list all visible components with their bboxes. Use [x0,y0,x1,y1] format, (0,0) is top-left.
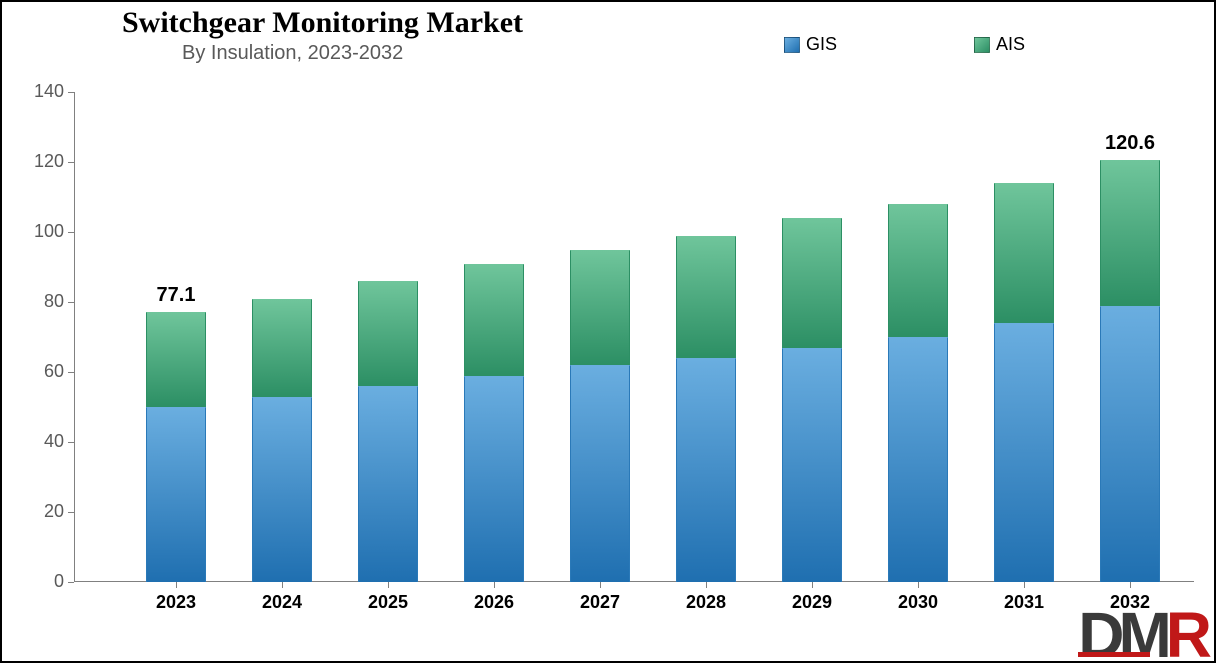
logo-underline [1078,652,1150,657]
x-tick [706,582,707,588]
y-tick [68,232,74,233]
y-tick [68,582,74,583]
y-tick [68,372,74,373]
bar-segment-gis [676,358,736,582]
bar-segment-ais [1100,160,1160,306]
chart-subtitle: By Insulation, 2023-2032 [182,42,403,65]
bar-segment-gis [888,337,948,582]
legend-gis: GIS [784,34,837,55]
bar-group [252,92,312,582]
chart-frame: Switchgear Monitoring Market By Insulati… [0,0,1216,663]
legend-swatch-ais [974,37,990,53]
y-tick-label: 140 [18,81,64,102]
x-axis-label: 2025 [358,592,418,613]
x-tick [918,582,919,588]
bar-segment-ais [146,312,206,407]
bar-group [358,92,418,582]
bar-segment-ais [252,299,312,397]
legend-swatch-gis [784,37,800,53]
y-tick-label: 0 [18,571,64,592]
bar-segment-ais [782,218,842,348]
y-tick [68,442,74,443]
x-tick [1130,582,1131,588]
x-axis-label: 2031 [994,592,1054,613]
bar-group [994,92,1054,582]
bar-group [146,92,206,582]
legend-ais: AIS [974,34,1025,55]
y-tick-label: 60 [18,361,64,382]
bar-data-label: 77.1 [136,284,216,307]
bar-group [1100,92,1160,582]
x-axis-label: 2024 [252,592,312,613]
x-axis-label: 2023 [146,592,206,613]
y-tick [68,512,74,513]
x-axis-label: 2027 [570,592,630,613]
y-tick [68,302,74,303]
y-tick-label: 80 [18,291,64,312]
bar-segment-ais [676,236,736,359]
bar-segment-ais [464,264,524,376]
y-tick-label: 120 [18,151,64,172]
x-tick [176,582,177,588]
bar-segment-ais [358,281,418,386]
logo-letter-r: R [1166,599,1206,663]
bar-segment-gis [358,386,418,582]
bar-segment-gis [464,376,524,583]
x-tick [494,582,495,588]
bar-segment-gis [146,407,206,582]
y-tick-label: 20 [18,501,64,522]
bar-group [782,92,842,582]
x-tick [812,582,813,588]
x-axis-label: 2028 [676,592,736,613]
bar-group [888,92,948,582]
bar-segment-gis [994,323,1054,582]
bar-data-label: 120.6 [1090,132,1170,155]
bar-group [676,92,736,582]
bar-segment-gis [782,348,842,583]
chart-title: Switchgear Monitoring Market [122,6,523,40]
x-tick [1024,582,1025,588]
bar-segment-ais [888,204,948,337]
x-axis-label: 2029 [782,592,842,613]
x-axis-label: 2026 [464,592,524,613]
bar-group [464,92,524,582]
legend-label: GIS [806,34,837,55]
x-tick [282,582,283,588]
y-tick-label: 100 [18,221,64,242]
x-tick [388,582,389,588]
bar-segment-ais [570,250,630,366]
x-tick [600,582,601,588]
brand-logo: DMR [1078,603,1206,663]
bar-segment-gis [570,365,630,582]
bar-segment-ais [994,183,1054,323]
y-tick [68,92,74,93]
bar-group [570,92,630,582]
bar-segment-gis [252,397,312,583]
plot-area: 0204060801001201402023202420252026202720… [74,92,1194,582]
y-tick-label: 40 [18,431,64,452]
bar-segment-gis [1100,306,1160,583]
legend-label: AIS [996,34,1025,55]
x-axis-label: 2030 [888,592,948,613]
y-axis [74,92,75,582]
y-tick [68,162,74,163]
